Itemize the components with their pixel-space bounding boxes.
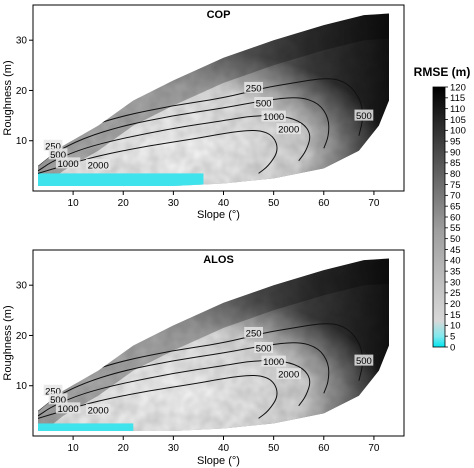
x-axis-title: Slope (°) (197, 209, 240, 221)
x-tick-label: 50 (268, 198, 280, 209)
contour-label: 250 (246, 328, 262, 339)
panel-title: ALOS (203, 254, 234, 266)
contour-label: 1000 (263, 112, 284, 123)
x-tick-label: 10 (68, 443, 80, 454)
colorbar-tick-label: 100 (450, 126, 466, 137)
colorbar-tick-label: 105 (450, 115, 466, 126)
y-tick-label: 20 (16, 86, 28, 97)
colorbar-tick-label: 25 (450, 288, 461, 299)
contour-label: 2000 (278, 125, 299, 136)
x-tick-label: 30 (168, 198, 180, 209)
colorbar-title: RMSE (m) (414, 65, 471, 79)
x-tick-label: 40 (218, 198, 230, 209)
contour-label: 500 (50, 395, 66, 406)
colorbar-tick-label: 70 (450, 191, 461, 202)
colorbar-tick-label: 80 (450, 169, 461, 180)
contour-label: 1000 (58, 159, 79, 170)
contour-line-500 (38, 342, 330, 412)
colorbar-tick-label: 90 (450, 147, 461, 158)
colorbar: RMSE (m) 05101520253035404550556065707580… (414, 65, 471, 353)
colorbar-tick-label: 5 (450, 331, 455, 342)
x-tick-label: 40 (218, 443, 230, 454)
contour-label: 2000 (88, 160, 109, 171)
colorbar-tick-label: 55 (450, 223, 461, 234)
x-tick-label: 20 (118, 443, 130, 454)
colorbar-tick-label: 60 (450, 212, 461, 223)
contour-label: 250 (45, 141, 61, 152)
colorbar-tick-label: 30 (450, 277, 461, 288)
x-tick-label: 60 (318, 443, 330, 454)
x-tick-label: 30 (168, 443, 180, 454)
contour-label: 2000 (278, 370, 299, 381)
y-tick-label: 20 (16, 331, 28, 342)
y-axis-title: Roughness (m) (2, 60, 14, 135)
colorbar-tick-label: 50 (450, 234, 461, 245)
contour-line-500 (38, 97, 330, 167)
colorbar-tick-label: 65 (450, 201, 461, 212)
contour-label: 500 (256, 99, 272, 110)
colorbar-tick-label: 120 (450, 82, 466, 93)
colorbar-scale (432, 86, 446, 348)
plot-frame (32, 249, 405, 437)
contour-label: 250 (246, 83, 262, 94)
colorbar-tick-label: 35 (450, 266, 461, 277)
x-tick-label: 20 (118, 198, 130, 209)
contour-label: 500 (356, 356, 372, 367)
colorbar-tick-label: 115 (450, 93, 465, 104)
x-tick-label: 50 (268, 443, 280, 454)
colorbar-tick-label: 45 (450, 245, 461, 256)
y-tick-label: 10 (16, 136, 28, 147)
low-rmse-band (38, 173, 204, 186)
colorbar-tick-label: 95 (450, 136, 461, 147)
contour-label: 500 (356, 111, 372, 122)
x-tick-label: 60 (318, 198, 330, 209)
colorbar-tick-label: 110 (450, 104, 465, 115)
colorbar-tick-label: 15 (450, 310, 461, 321)
plot-frame (32, 4, 405, 192)
y-tick-label: 30 (16, 281, 28, 292)
x-tick-label: 70 (368, 443, 380, 454)
colorbar-tick-label: 85 (450, 158, 461, 169)
y-tick-label: 10 (16, 381, 28, 392)
y-axis-title: Roughness (m) (2, 305, 14, 380)
contour-label: 2000 (88, 405, 109, 416)
colorbar-tick-label: 10 (450, 321, 461, 332)
colorbar-tick-label: 0 (450, 342, 455, 353)
x-tick-label: 70 (368, 198, 380, 209)
contour-label: 1000 (263, 357, 284, 368)
y-tick-label: 30 (16, 36, 28, 47)
low-rmse-band (38, 423, 134, 431)
contour-label: 500 (256, 344, 272, 355)
contour-label: 1000 (58, 404, 79, 415)
colorbar-tick-label: 20 (450, 299, 461, 310)
contour-label: 500 (50, 150, 66, 161)
x-axis-title: Slope (°) (197, 455, 240, 467)
colorbar-tick-label: 40 (450, 256, 461, 267)
x-tick-label: 10 (68, 198, 80, 209)
colorbar-tick-label: 75 (450, 180, 461, 191)
contour-label: 250 (45, 386, 61, 397)
panel-title: COP (207, 9, 231, 21)
